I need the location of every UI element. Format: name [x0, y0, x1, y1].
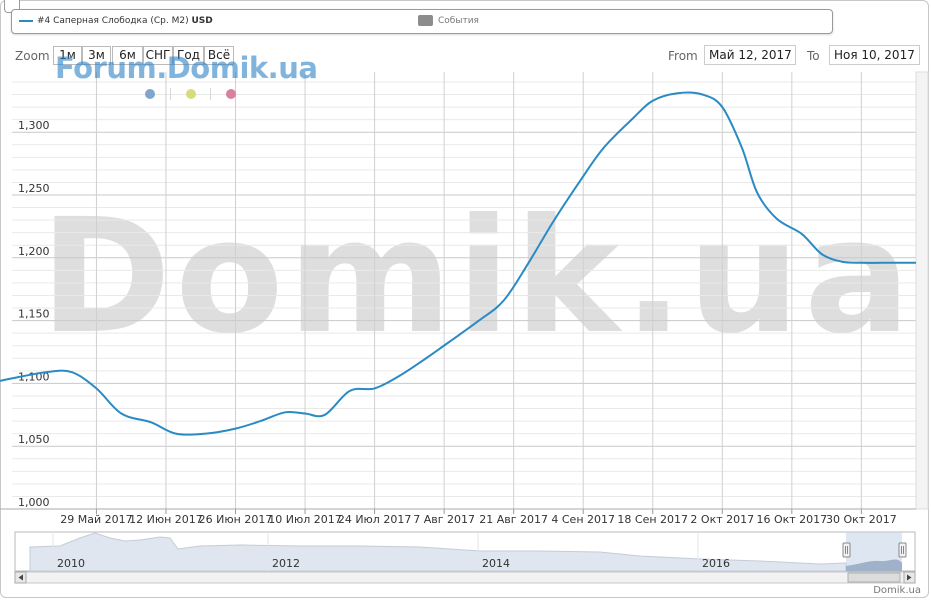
scrollbar-track — [14, 571, 916, 584]
arrow-left-icon — [18, 574, 23, 581]
from-date-input[interactable] — [704, 45, 796, 65]
arrow-right-icon — [907, 574, 912, 581]
y-tick-label: 1,200 — [18, 245, 50, 258]
zoom-button-3m[interactable]: 3м — [82, 46, 111, 65]
events-swatch-icon — [418, 15, 433, 26]
navigator-right-handle — [898, 542, 907, 558]
navigator-year-label: 2010 — [57, 557, 85, 570]
to-label: To — [807, 49, 820, 63]
watermark: Domik.ua — [40, 185, 915, 369]
credit-link[interactable]: Domik.ua — [873, 585, 921, 596]
x-tick-label: 18 Сен 2017 — [617, 513, 688, 526]
zoom-label: Zoom — [15, 49, 50, 63]
navigator-left-handle — [842, 542, 851, 558]
x-tick-label: 29 Май 2017 — [60, 513, 132, 526]
y-tick-label: 1,250 — [18, 182, 50, 195]
zoom-button-6m[interactable]: 6м — [112, 46, 143, 65]
y-tick-label: 1,000 — [18, 496, 50, 509]
zoom-button-ytd[interactable]: СНГ — [143, 46, 173, 65]
brand-logo: Forum.Domik.ua — [55, 51, 318, 85]
to-date-input[interactable] — [829, 45, 920, 65]
legend: #4 Саперная Слободка (Ср. М2) USD Событи… — [11, 9, 833, 34]
navigator-year-label: 2016 — [702, 557, 730, 570]
navigator-year-label: 2014 — [482, 557, 510, 570]
side-scroll-strip — [915, 71, 929, 510]
legend-item-series[interactable]: #4 Саперная Слободка (Ср. М2) USD — [19, 16, 213, 26]
legend-item-events[interactable]: События — [418, 15, 479, 26]
x-tick-label: 4 Сен 2017 — [551, 513, 615, 526]
zoom-button-1m[interactable]: 1м — [53, 46, 82, 65]
y-tick-label: 1,150 — [18, 308, 50, 321]
legend-series-unit: USD — [191, 16, 213, 26]
navigator-year-label: 2012 — [272, 557, 300, 570]
brand-separator — [170, 88, 171, 100]
x-tick-label: 2 Окт 2017 — [690, 513, 754, 526]
brand-dot-yellow-icon — [186, 89, 196, 99]
series-line-icon — [19, 19, 33, 22]
zoom-button-all[interactable]: Всё — [204, 46, 234, 65]
legend-series-name: #4 Саперная Слободка (Ср. М2) — [37, 16, 189, 26]
x-tick-label: 24 Июл 2017 — [338, 513, 412, 526]
navigator-selected-series — [846, 559, 902, 571]
x-tick-label: 16 Окт 2017 — [756, 513, 827, 526]
series-line — [0, 91, 916, 436]
x-tick-label: 26 Июн 2017 — [199, 513, 273, 526]
navigator-series-area — [29, 532, 847, 572]
x-tick-label: 7 Авг 2017 — [413, 513, 475, 526]
brand-separator — [210, 88, 211, 100]
scrollbar-thumb — [847, 572, 901, 583]
y-tick-label: 1,050 — [18, 433, 50, 446]
y-tick-label: 1,300 — [18, 119, 50, 132]
legend-events-label: События — [438, 16, 479, 26]
x-tick-label: 21 Авг 2017 — [479, 513, 548, 526]
x-tick-label: 12 Июн 2017 — [129, 513, 203, 526]
brand-dot-blue-icon — [145, 89, 155, 99]
x-tick-label: 10 Июл 2017 — [268, 513, 342, 526]
brand-dot-pink-icon — [226, 89, 236, 99]
zoom-button-1y[interactable]: Год — [173, 46, 204, 65]
x-tick-label: 30 Окт 2017 — [826, 513, 897, 526]
from-label: From — [668, 49, 698, 63]
